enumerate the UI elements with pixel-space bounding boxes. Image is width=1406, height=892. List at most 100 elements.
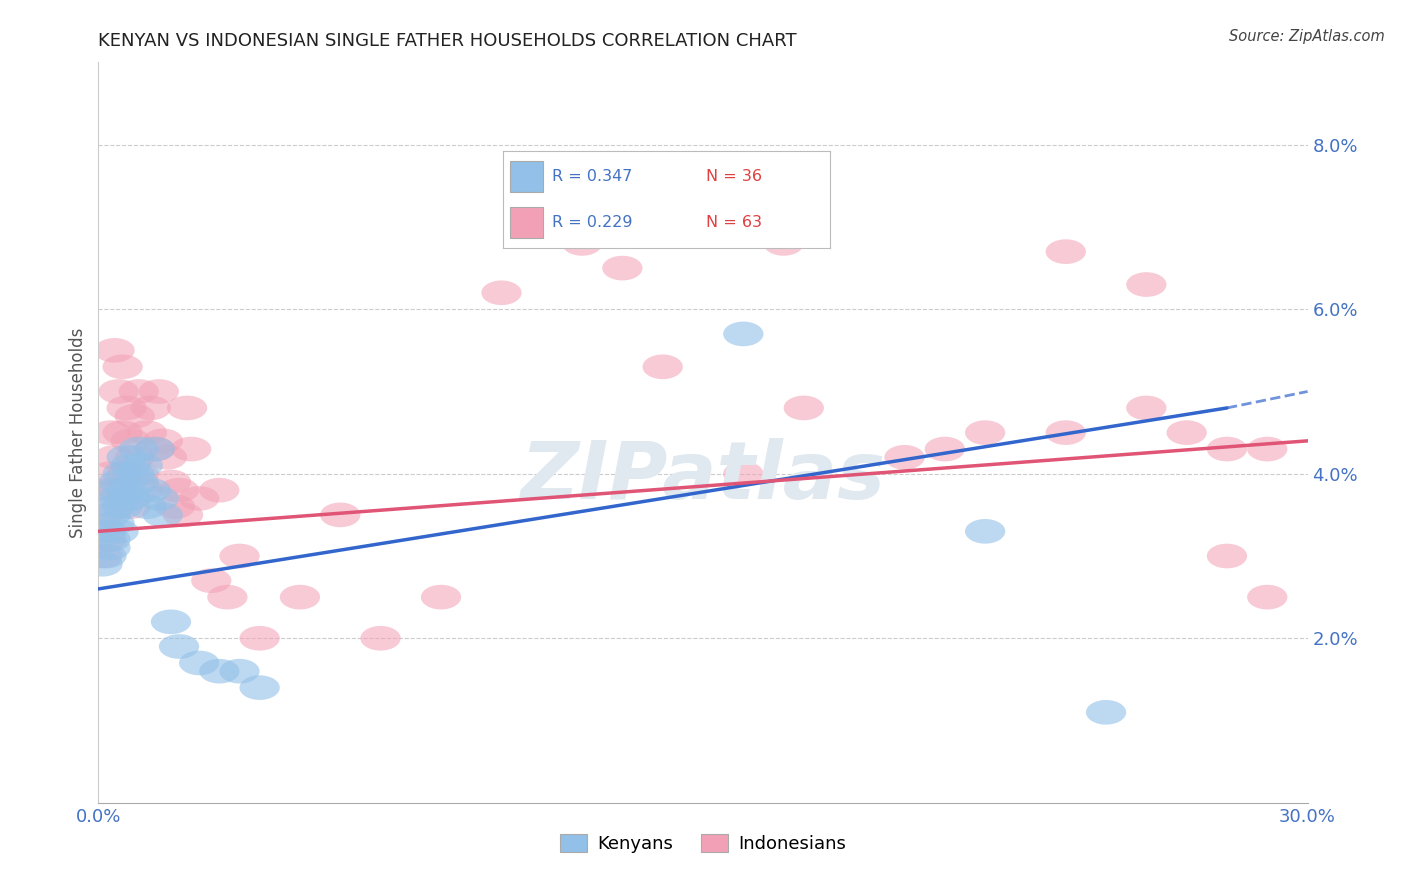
Ellipse shape — [207, 585, 247, 609]
Ellipse shape — [1046, 420, 1085, 445]
Ellipse shape — [135, 437, 174, 461]
Text: Source: ZipAtlas.com: Source: ZipAtlas.com — [1229, 29, 1385, 44]
Ellipse shape — [723, 461, 763, 486]
Ellipse shape — [103, 461, 143, 486]
Ellipse shape — [155, 494, 195, 519]
Ellipse shape — [763, 231, 804, 256]
Ellipse shape — [122, 453, 163, 478]
Ellipse shape — [107, 445, 146, 469]
Ellipse shape — [1126, 395, 1167, 420]
Ellipse shape — [118, 437, 159, 461]
Ellipse shape — [131, 478, 172, 502]
Ellipse shape — [111, 428, 150, 453]
Y-axis label: Single Father Households: Single Father Households — [69, 327, 87, 538]
Ellipse shape — [118, 379, 159, 404]
Ellipse shape — [239, 675, 280, 700]
Ellipse shape — [107, 395, 146, 420]
Ellipse shape — [1126, 272, 1167, 297]
Ellipse shape — [643, 354, 683, 379]
Ellipse shape — [114, 461, 155, 486]
Ellipse shape — [1167, 420, 1206, 445]
Ellipse shape — [86, 519, 127, 543]
Ellipse shape — [172, 437, 211, 461]
Ellipse shape — [150, 609, 191, 634]
Ellipse shape — [884, 445, 925, 469]
Ellipse shape — [83, 544, 122, 568]
Ellipse shape — [143, 502, 183, 527]
Ellipse shape — [139, 486, 179, 511]
Ellipse shape — [127, 494, 167, 519]
Ellipse shape — [925, 437, 965, 461]
Ellipse shape — [103, 494, 143, 519]
Ellipse shape — [280, 585, 321, 609]
Ellipse shape — [200, 659, 239, 683]
Ellipse shape — [90, 502, 131, 527]
Ellipse shape — [86, 527, 127, 552]
Ellipse shape — [191, 568, 232, 593]
Ellipse shape — [321, 502, 360, 527]
Ellipse shape — [118, 469, 159, 494]
Ellipse shape — [90, 535, 131, 560]
Text: KENYAN VS INDONESIAN SINGLE FATHER HOUSEHOLDS CORRELATION CHART: KENYAN VS INDONESIAN SINGLE FATHER HOUSE… — [98, 32, 797, 50]
Ellipse shape — [90, 461, 131, 486]
Ellipse shape — [111, 453, 150, 478]
Ellipse shape — [103, 354, 143, 379]
Ellipse shape — [98, 486, 139, 511]
Ellipse shape — [111, 486, 150, 511]
Ellipse shape — [965, 420, 1005, 445]
Ellipse shape — [360, 626, 401, 650]
Ellipse shape — [420, 585, 461, 609]
Ellipse shape — [118, 461, 159, 486]
Text: ZIPatlas: ZIPatlas — [520, 438, 886, 516]
Ellipse shape — [94, 478, 135, 502]
Ellipse shape — [143, 428, 183, 453]
Ellipse shape — [723, 322, 763, 346]
Ellipse shape — [783, 395, 824, 420]
Ellipse shape — [114, 445, 155, 469]
Ellipse shape — [131, 395, 172, 420]
Ellipse shape — [150, 469, 191, 494]
Ellipse shape — [219, 659, 260, 683]
Ellipse shape — [127, 420, 167, 445]
Ellipse shape — [159, 478, 200, 502]
Ellipse shape — [159, 634, 200, 659]
Ellipse shape — [98, 478, 139, 502]
Ellipse shape — [562, 215, 602, 239]
Ellipse shape — [107, 478, 146, 502]
Ellipse shape — [111, 494, 150, 519]
Ellipse shape — [167, 395, 207, 420]
Ellipse shape — [86, 544, 127, 568]
Ellipse shape — [1247, 437, 1288, 461]
Ellipse shape — [562, 231, 602, 256]
Ellipse shape — [219, 544, 260, 568]
Ellipse shape — [103, 420, 143, 445]
Ellipse shape — [481, 280, 522, 305]
Ellipse shape — [139, 379, 179, 404]
Ellipse shape — [179, 650, 219, 675]
Ellipse shape — [1247, 585, 1288, 609]
Ellipse shape — [1206, 437, 1247, 461]
Ellipse shape — [239, 626, 280, 650]
Ellipse shape — [94, 511, 135, 535]
Ellipse shape — [98, 379, 139, 404]
Ellipse shape — [122, 478, 163, 502]
Legend: Kenyans, Indonesians: Kenyans, Indonesians — [553, 827, 853, 861]
Ellipse shape — [114, 404, 155, 428]
Ellipse shape — [163, 502, 204, 527]
Ellipse shape — [135, 437, 174, 461]
Ellipse shape — [1046, 239, 1085, 264]
Ellipse shape — [200, 478, 239, 502]
Ellipse shape — [107, 461, 146, 486]
Ellipse shape — [94, 494, 135, 519]
Ellipse shape — [1206, 544, 1247, 568]
Ellipse shape — [179, 486, 219, 511]
Ellipse shape — [1085, 700, 1126, 724]
Ellipse shape — [98, 519, 139, 543]
Ellipse shape — [98, 469, 139, 494]
Ellipse shape — [965, 519, 1005, 543]
Ellipse shape — [146, 445, 187, 469]
Ellipse shape — [602, 256, 643, 280]
Ellipse shape — [94, 338, 135, 363]
Ellipse shape — [83, 502, 122, 527]
Ellipse shape — [90, 420, 131, 445]
